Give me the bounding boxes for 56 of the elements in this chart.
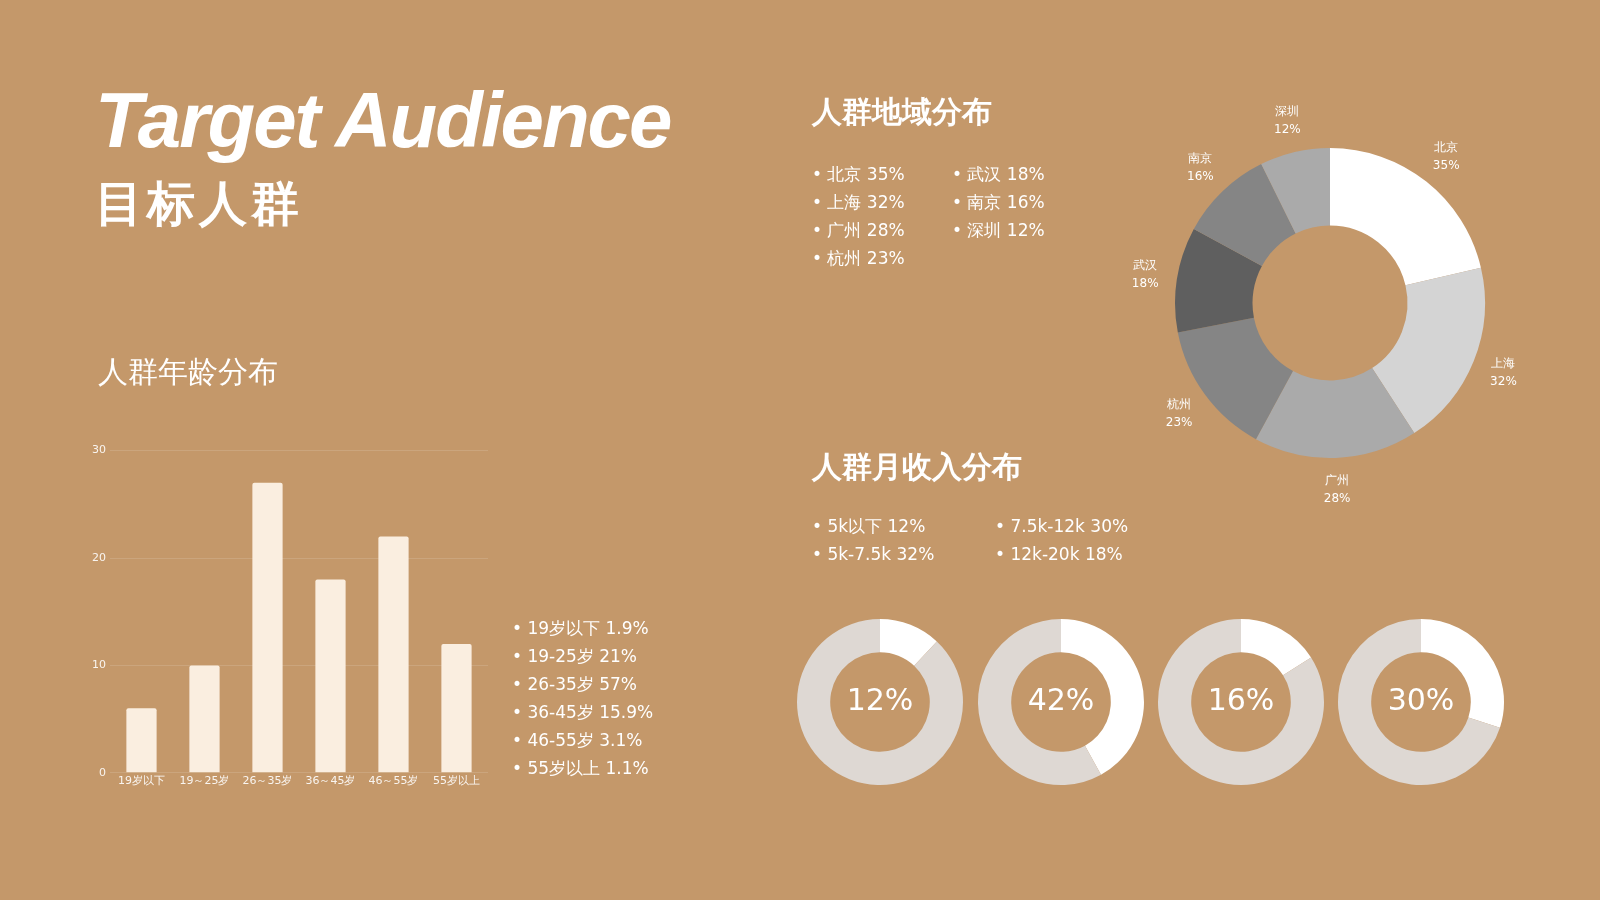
text: • 北京 35% xyxy=(812,163,906,186)
text: 人群月收入分布 xyxy=(812,449,1022,484)
data-label: 23% xyxy=(1165,414,1193,429)
x-tick-label: 26～35岁 xyxy=(242,774,293,788)
x-tick-label: 36～45岁 xyxy=(305,774,356,788)
text: • 12k-20k 18% xyxy=(995,543,1124,566)
slice-label: 南京 xyxy=(1188,151,1213,166)
text: • 55岁以上 1.1% xyxy=(512,757,650,780)
slice-label: 深圳 xyxy=(1275,104,1300,119)
y-tick-label: 10 xyxy=(92,658,106,672)
bar xyxy=(441,643,472,773)
x-tick-label: 19～25岁 xyxy=(179,774,230,788)
data-label: 28% xyxy=(1323,490,1351,505)
slice-label: 上海 xyxy=(1491,356,1516,371)
text: • 广州 28% xyxy=(812,219,906,242)
data-label: 16% xyxy=(1186,169,1214,184)
text: • 36-45岁 15.9% xyxy=(512,701,655,724)
bar xyxy=(252,482,283,773)
y-tick-label: 20 xyxy=(92,550,106,564)
text: 30% xyxy=(1387,681,1455,717)
chart-title: 人群地域分布 xyxy=(812,94,992,129)
text: • 19-25岁 21% xyxy=(512,645,639,668)
text: 16% xyxy=(1207,681,1275,717)
data-label: 18% xyxy=(1131,275,1159,290)
text: • 26-35岁 57% xyxy=(512,673,639,696)
text: • 杭州 23% xyxy=(812,247,906,270)
y-tick-label: 0 xyxy=(99,765,106,779)
text: • 上海 32% xyxy=(812,191,906,214)
text: • 南京 16% xyxy=(952,191,1046,214)
text: 42% xyxy=(1027,681,1095,717)
text: • 7.5k-12k 30% xyxy=(995,515,1130,538)
text: • 武汉 18% xyxy=(952,163,1046,186)
text: • 5k以下 12% xyxy=(812,515,927,538)
bar xyxy=(315,579,346,773)
text: • 19岁以下 1.9% xyxy=(512,617,650,640)
x-tick-label: 19岁以下 xyxy=(118,774,165,788)
x-tick-label: 46～55岁 xyxy=(368,774,419,788)
text: • 深圳 12% xyxy=(952,219,1046,242)
y-tick-label: 30 xyxy=(92,443,106,457)
text: 12% xyxy=(846,681,914,717)
text: • 46-55岁 3.1% xyxy=(512,729,644,752)
bar xyxy=(126,708,157,773)
data-label: 12% xyxy=(1274,122,1301,137)
slice-label: 广州 xyxy=(1325,472,1350,487)
slice-label: 北京 xyxy=(1434,139,1459,154)
bar xyxy=(378,536,409,773)
slice-label: 武汉 xyxy=(1133,257,1158,272)
data-label: 35% xyxy=(1432,157,1460,172)
bar xyxy=(189,665,220,773)
text: Target Audience xyxy=(95,76,671,164)
text: 目标人群 xyxy=(95,173,304,233)
data-label: 32% xyxy=(1490,374,1517,389)
text: • 5k-7.5k 32% xyxy=(812,543,936,566)
x-tick-label: 55岁以上 xyxy=(433,774,480,788)
chart-title: 人群年龄分布 xyxy=(98,354,278,389)
slice-label: 杭州 xyxy=(1166,396,1192,411)
